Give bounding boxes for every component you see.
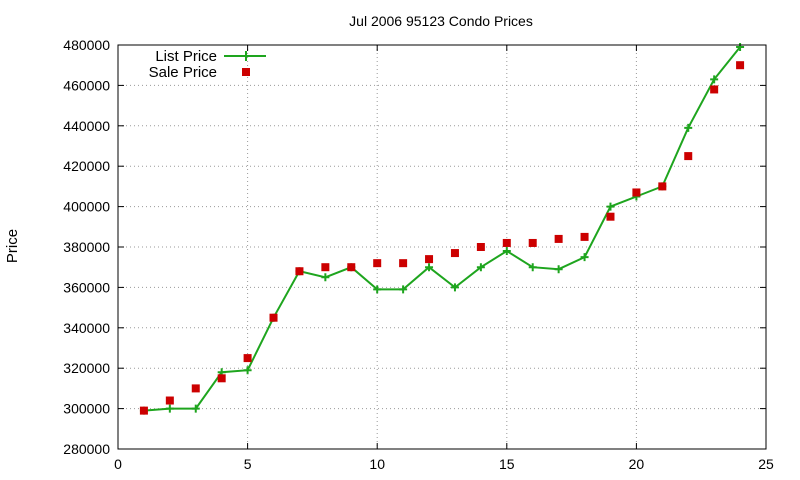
sale-price-point	[710, 85, 719, 94]
sale-price-point	[321, 263, 330, 272]
y-tick-label: 440000	[63, 118, 110, 134]
y-tick-label: 480000	[63, 37, 110, 53]
chart-title: Jul 2006 95123 Condo Prices	[349, 13, 533, 29]
sale-price-point	[736, 61, 745, 70]
y-tick-label: 460000	[63, 77, 110, 93]
x-tick-label: 10	[369, 456, 385, 472]
legend-label-list-price: List Price	[155, 48, 217, 65]
legend: List Price Sale Price	[149, 48, 266, 81]
sale-price-point	[373, 259, 382, 268]
list-price-point	[528, 263, 537, 272]
sale-price-point	[450, 249, 459, 258]
sale-price-point	[217, 374, 226, 383]
sale-price-point	[295, 267, 304, 276]
series-line-list-price	[143, 46, 741, 412]
y-tick-label: 280000	[63, 441, 110, 457]
x-tick-label: 15	[499, 456, 515, 472]
legend-marker-sale-price	[242, 68, 250, 76]
sale-price-point	[139, 406, 148, 415]
y-tick-label: 320000	[63, 360, 110, 376]
x-tick-labels: 0 5 10 15 20 25	[114, 456, 774, 472]
y-tick-label: 420000	[63, 158, 110, 174]
sale-price-point	[554, 234, 563, 243]
sale-price-point	[502, 238, 511, 247]
y-tick-label: 300000	[63, 401, 110, 417]
list-price-point	[243, 366, 252, 375]
x-tick-label: 5	[244, 456, 252, 472]
list-price-point	[399, 285, 408, 294]
legend-label-sale-price: Sale Price	[149, 64, 217, 81]
list-price-point	[554, 265, 563, 274]
list-price-point	[165, 404, 174, 413]
x-tick-label: 0	[114, 456, 122, 472]
grid	[118, 45, 766, 449]
y-tick-label: 400000	[63, 199, 110, 215]
sale-price-point	[425, 255, 434, 264]
sale-price-point	[347, 263, 356, 272]
list-price-point	[373, 285, 382, 294]
y-tick-label: 340000	[63, 320, 110, 336]
x-tick-label: 20	[629, 456, 645, 472]
y-axis-label: Price	[4, 229, 21, 263]
list-price-point	[502, 247, 511, 256]
list-price-point	[476, 263, 485, 272]
list-price-point	[191, 404, 200, 413]
list-price-point	[580, 253, 589, 262]
list-price-point	[450, 283, 459, 292]
legend-marker-list-price	[241, 51, 251, 61]
list-price-point	[606, 202, 615, 211]
y-tick-label: 360000	[63, 279, 110, 295]
sale-price-point	[580, 232, 589, 241]
sale-price-point	[399, 259, 408, 268]
sale-price-point	[606, 212, 615, 221]
sale-price-point	[528, 238, 537, 247]
sale-price-point	[191, 384, 200, 393]
list-price-point	[710, 75, 719, 84]
x-tick-label: 25	[758, 456, 774, 472]
sale-price-point	[165, 396, 174, 405]
sale-price-point	[658, 182, 667, 191]
sale-price-point	[632, 188, 641, 197]
plot-frame	[117, 44, 767, 450]
series	[139, 43, 745, 415]
sale-price-point	[476, 243, 485, 251]
sale-price-point	[269, 313, 278, 322]
list-price-point	[736, 43, 745, 52]
y-tick-label: 380000	[63, 239, 110, 255]
list-price-point	[425, 263, 434, 272]
list-price-point	[684, 123, 693, 132]
sale-price-point	[684, 152, 693, 161]
list-price-point	[321, 273, 330, 282]
y-tick-labels: 280000 300000 320000 340000 360000 380000 4000…	[63, 37, 110, 457]
sale-price-point	[243, 354, 252, 363]
